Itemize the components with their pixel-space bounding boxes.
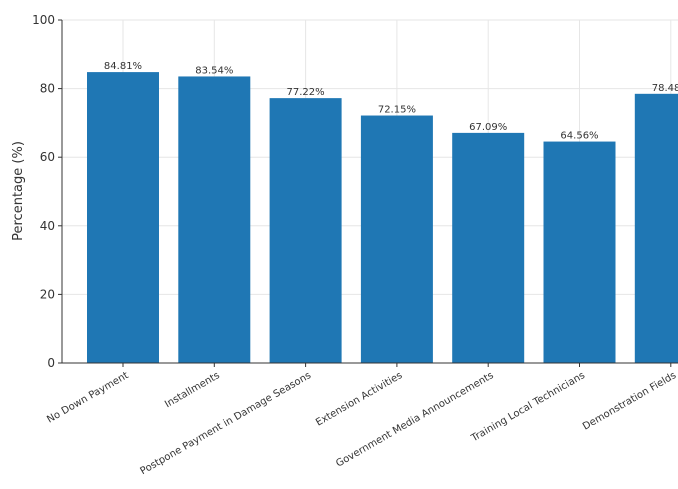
bar-value-label: 84.81% (104, 61, 142, 72)
bar (634, 93, 678, 363)
y-tick-label: 80 (40, 82, 55, 96)
x-category-label: Installments (163, 370, 222, 410)
bar-value-label: 83.54% (195, 65, 233, 76)
bar-value-label: 64.56% (560, 131, 598, 142)
y-axis: 0 20 40 60 80 100 (32, 13, 63, 370)
bar-value-label: 72.15% (378, 105, 416, 116)
bar (360, 115, 433, 363)
bar (543, 141, 616, 363)
x-category-label: Postpone Payment in Damage Seasons (139, 370, 314, 477)
bar-value-labels: 84.81% 83.54% 77.22% 72.15% 67.09% 64.56% 78.4… (104, 61, 678, 141)
x-category-label: No Down Payment (45, 370, 130, 426)
bar (87, 72, 159, 364)
y-tick-label: 40 (40, 219, 55, 233)
bar-value-label: 67.09% (469, 122, 507, 133)
x-category-label: Demonstration Fields (581, 370, 678, 433)
bars (87, 72, 678, 364)
bar-value-label: 78.48% (652, 83, 678, 94)
x-category-label: Extension Activities (314, 370, 404, 428)
y-tick-label: 60 (40, 150, 55, 164)
x-category-label: Government Media Announcements (334, 370, 495, 470)
y-tick-label: 0 (47, 356, 55, 370)
y-tick-label: 100 (32, 13, 55, 27)
bar-value-label: 77.22% (287, 87, 325, 98)
y-tick-label: 20 (40, 287, 55, 301)
bar (452, 132, 525, 363)
y-axis-title: Percentage (%) (11, 141, 26, 241)
bar (269, 98, 342, 363)
bar (178, 76, 251, 364)
